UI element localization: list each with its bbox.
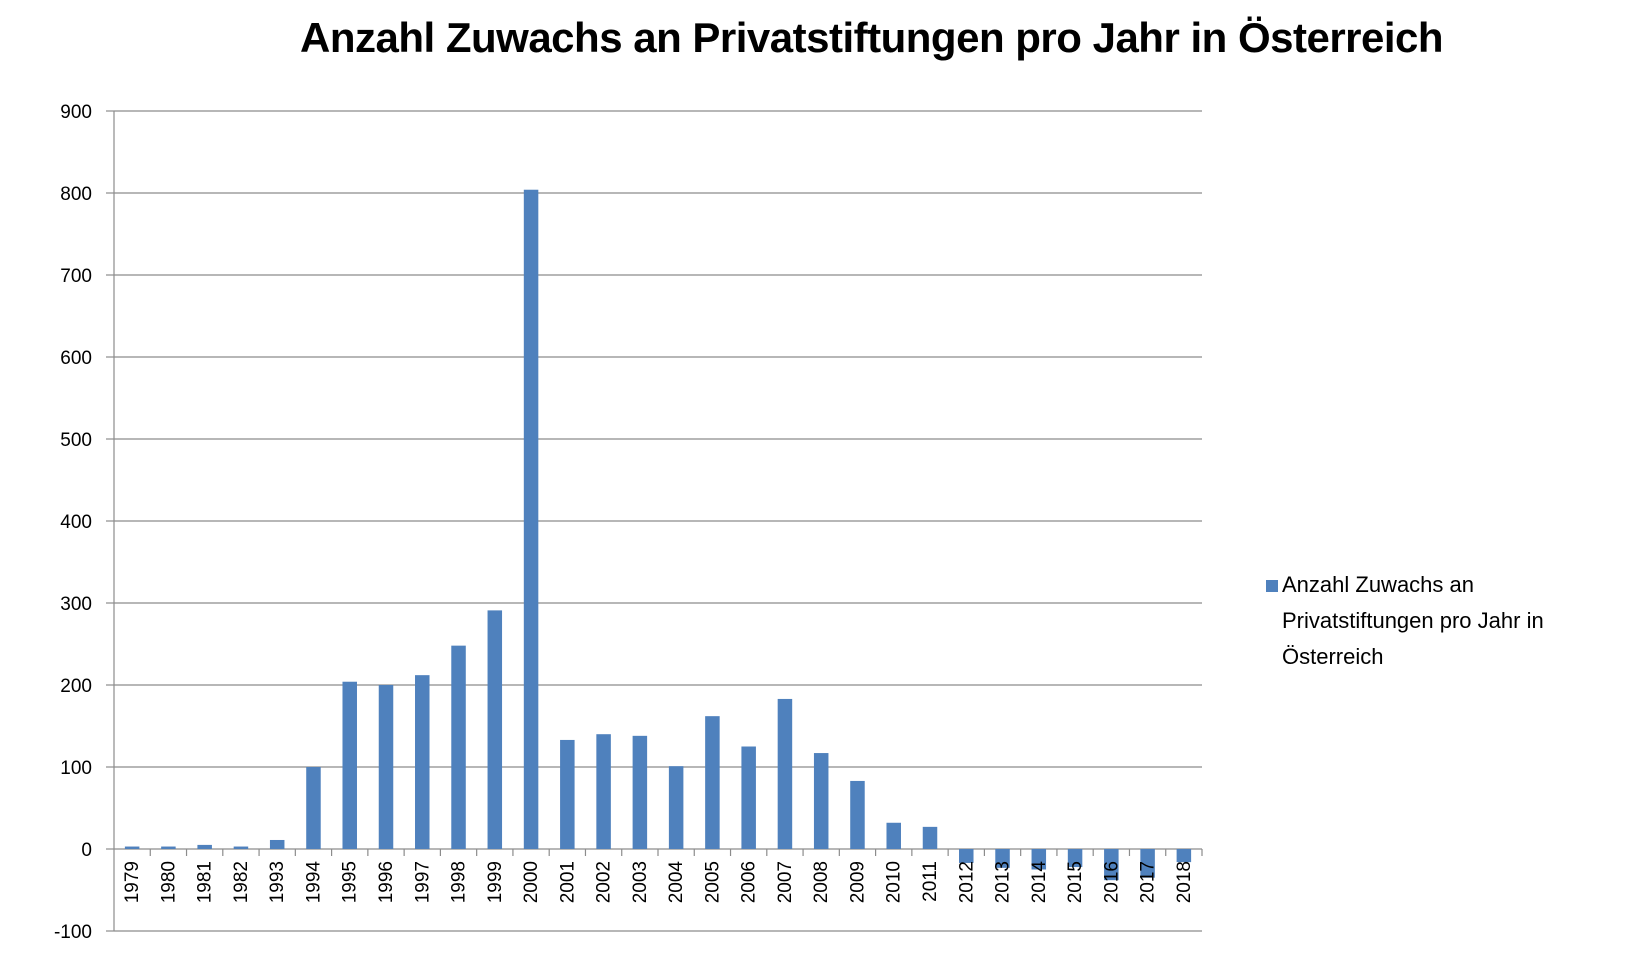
y-tick-label: 200 [60,676,92,697]
legend-label: Privatstiftungen pro Jahr in [1282,608,1544,633]
x-tick-label: 1994 [303,861,324,904]
y-tick-label: 900 [60,102,92,123]
y-tick-labels: -100 0 100 200 300 400 500 600 700 800 900 [54,102,92,943]
bar-2004 [668,766,684,849]
y-tick-label: -100 [54,922,92,943]
bar-1994 [306,767,321,849]
x-tick-label: 2000 [521,861,542,903]
bar-1996 [378,685,394,849]
bar-1981 [197,844,212,849]
legend: Anzahl Zuwachs an Privatstiftungen pro Ja… [1266,572,1544,669]
y-tick-label: 800 [60,184,92,205]
x-tick-label: 1979 [122,861,143,903]
x-tick-label: 2004 [666,861,687,904]
y-tick-label: 300 [60,594,92,615]
bar-1998 [451,645,466,849]
bar-2017 [1140,849,1155,878]
bar-1979 [124,846,140,849]
legend-label: Anzahl Zuwachs an [1282,572,1474,597]
bar-1995 [342,681,357,849]
bar-2010 [886,822,901,849]
x-tick-label: 2017 [1138,861,1159,903]
x-tick-label: 1981 [195,861,216,903]
legend-label: Österreich [1282,644,1383,669]
bar-1993 [269,839,285,849]
x-tick-label: 2013 [993,861,1014,903]
bar-2018 [1176,849,1192,863]
x-tick-label: 2002 [594,861,615,903]
x-tick-label: 2009 [847,861,868,903]
x-tick-label: 1997 [412,861,433,903]
bar-2015 [1067,849,1083,868]
bar-2003 [632,735,648,849]
x-tick-label: 1982 [231,861,252,903]
chart-title: Anzahl Zuwachs an Privatstiftungen pro J… [300,14,1444,61]
x-tick-label: 2001 [557,861,578,903]
x-tick-label: 2018 [1174,861,1195,903]
x-tick-label: 2006 [739,861,760,903]
bar-2000 [523,189,539,850]
x-tick-label: 2016 [1101,861,1122,903]
bar-1997 [415,675,430,849]
x-tick-label: 1996 [376,861,397,903]
x-tick-label: 2010 [884,861,905,903]
bar-2013 [995,849,1010,868]
x-tick-label: 2008 [811,861,832,903]
bar-2008 [813,753,829,849]
x-tick-label: 1995 [340,861,361,903]
bar-2001 [560,739,575,849]
x-tick-label: 2014 [1029,861,1050,904]
x-tick-label: 2005 [702,861,723,903]
x-tick-label: 2012 [956,861,977,903]
bar-2002 [596,734,611,849]
bar-1982 [233,846,249,849]
bar-2014 [1031,849,1047,870]
bar-2006 [741,746,756,849]
x-tick-label: 2011 [920,861,941,902]
bar-2016 [1104,849,1119,881]
y-tick-label: 500 [60,430,92,451]
bar-2007 [777,698,793,849]
bar-2009 [850,780,865,849]
x-tick-label: 2007 [775,861,796,903]
x-tick-label: 1998 [449,861,470,903]
x-tick-label: 2015 [1065,861,1086,903]
bar-2005 [705,716,720,849]
axes [106,110,1203,932]
bar-1999 [487,610,503,849]
x-tick-label: 1999 [485,861,506,903]
bar-2011 [922,826,938,849]
y-tick-label: 600 [60,348,92,369]
bar-1980 [161,846,176,849]
y-tick-label: 400 [60,512,92,533]
y-tick-label: 100 [60,758,92,779]
x-tick-label: 1993 [267,861,288,903]
y-tick-label: 700 [60,266,92,287]
bars [124,189,1192,881]
legend-swatch [1266,580,1278,592]
gridlines [114,110,1202,932]
x-tick-labels: 1979 1980 1981 1982 1993 1994 1995 1996 1997 1998… [122,861,1195,904]
bar-2012 [959,849,974,863]
x-tick-label: 2003 [630,861,651,903]
y-tick-label: 0 [81,840,92,861]
x-tick-label: 1980 [158,861,179,903]
